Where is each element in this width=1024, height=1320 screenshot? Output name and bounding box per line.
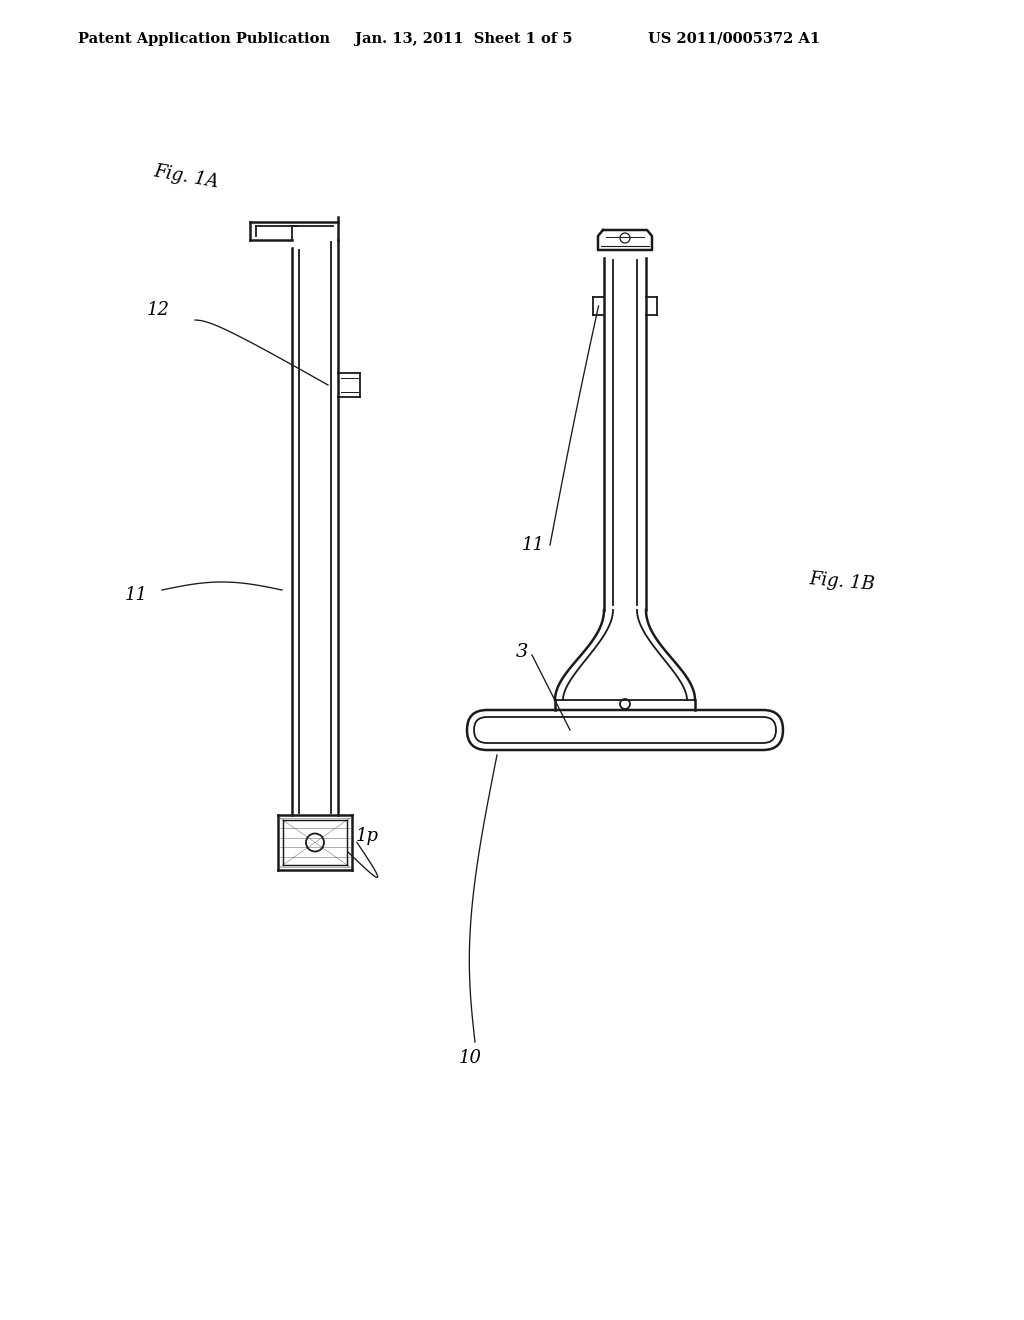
Text: Patent Application Publication: Patent Application Publication (78, 32, 330, 46)
Text: Jan. 13, 2011  Sheet 1 of 5: Jan. 13, 2011 Sheet 1 of 5 (355, 32, 572, 46)
Text: 12: 12 (147, 301, 170, 319)
Text: 3: 3 (516, 643, 528, 661)
Text: 1p: 1p (356, 828, 379, 845)
Text: 11: 11 (125, 586, 148, 605)
Text: US 2011/0005372 A1: US 2011/0005372 A1 (648, 32, 820, 46)
Text: Fig. 1B: Fig. 1B (808, 570, 876, 594)
Text: Fig. 1A: Fig. 1A (152, 162, 220, 191)
Text: 10: 10 (459, 1049, 481, 1067)
Text: 11: 11 (522, 536, 545, 554)
